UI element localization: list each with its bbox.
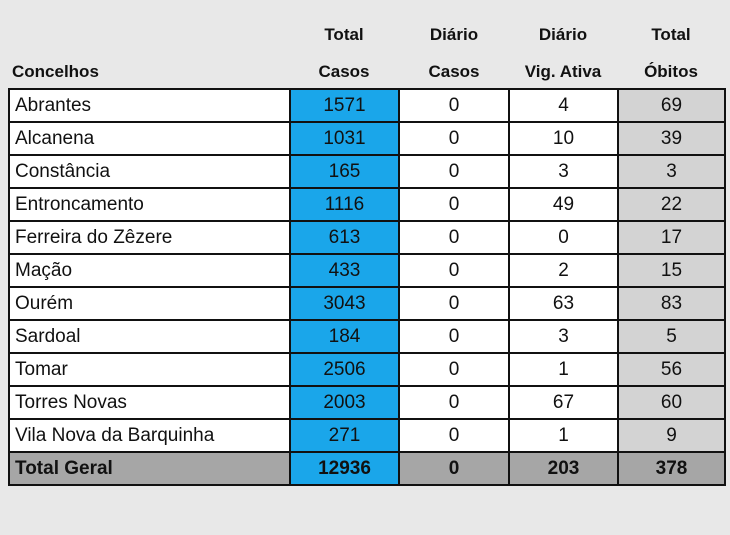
header-concelhos: Concelhos	[12, 62, 99, 81]
row-total-casos: 433	[289, 253, 400, 288]
row-diario-casos: 0	[398, 220, 510, 255]
row-total-obitos: 9	[617, 418, 726, 453]
row-diario-casos: 0	[398, 88, 510, 123]
row-diario-casos: 0	[398, 352, 510, 387]
data-table: Abrantes 1571 0 4 69 Alcanena 1031 0 10 …	[8, 88, 726, 486]
row-concelho: Mação	[8, 253, 291, 288]
row-diario-vig: 10	[508, 121, 619, 156]
row-total-obitos: 5	[617, 319, 726, 354]
row-diario-vig: 4	[508, 88, 619, 123]
total-diario-casos: 0	[398, 451, 510, 486]
table-row: Torres Novas 2003 0 67 60	[8, 385, 726, 420]
row-diario-vig: 3	[508, 319, 619, 354]
row-diario-vig: 1	[508, 418, 619, 453]
row-diario-casos: 0	[398, 286, 510, 321]
total-label: Total Geral	[8, 451, 291, 486]
row-diario-vig: 1	[508, 352, 619, 387]
row-total-obitos: 3	[617, 154, 726, 189]
row-total-casos: 1116	[289, 187, 400, 222]
row-total-obitos: 60	[617, 385, 726, 420]
row-concelho: Entroncamento	[8, 187, 291, 222]
row-concelho: Torres Novas	[8, 385, 291, 420]
row-concelho: Alcanena	[8, 121, 291, 156]
row-diario-vig: 2	[508, 253, 619, 288]
header-total-casos-line2: Casos	[318, 62, 370, 81]
row-concelho: Ferreira do Zêzere	[8, 220, 291, 255]
row-diario-casos: 0	[398, 319, 510, 354]
table-row: Mação 433 0 2 15	[8, 253, 726, 288]
row-concelho: Constância	[8, 154, 291, 189]
row-diario-vig: 49	[508, 187, 619, 222]
table-row: Abrantes 1571 0 4 69	[8, 88, 726, 123]
row-total-casos: 2506	[289, 352, 400, 387]
table-row: Alcanena 1031 0 10 39	[8, 121, 726, 156]
row-total-casos: 613	[289, 220, 400, 255]
row-total-casos: 271	[289, 418, 400, 453]
row-total-obitos: 15	[617, 253, 726, 288]
total-casos: 12936	[289, 451, 400, 486]
row-diario-vig: 63	[508, 286, 619, 321]
row-concelho: Ourém	[8, 286, 291, 321]
row-diario-vig: 3	[508, 154, 619, 189]
table-row: Tomar 2506 0 1 56	[8, 352, 726, 387]
row-total-casos: 3043	[289, 286, 400, 321]
row-diario-casos: 0	[398, 253, 510, 288]
row-total-casos: 165	[289, 154, 400, 189]
row-total-obitos: 56	[617, 352, 726, 387]
row-diario-casos: 0	[398, 385, 510, 420]
header-diario-vig-line1: Diário	[538, 25, 588, 44]
total-diario-vig: 203	[508, 451, 619, 486]
row-diario-vig: 0	[508, 220, 619, 255]
header-diario-vig-line2: Vig. Ativa	[524, 62, 602, 81]
row-total-obitos: 69	[617, 88, 726, 123]
row-diario-casos: 0	[398, 187, 510, 222]
row-concelho: Sardoal	[8, 319, 291, 354]
row-total-casos: 1571	[289, 88, 400, 123]
row-total-casos: 2003	[289, 385, 400, 420]
header-total-obitos-line1: Total	[651, 25, 691, 44]
row-diario-casos: 0	[398, 121, 510, 156]
row-concelho: Vila Nova da Barquinha	[8, 418, 291, 453]
header-diario-casos-line1: Diário	[429, 25, 479, 44]
row-total-obitos: 39	[617, 121, 726, 156]
table-row: Vila Nova da Barquinha 271 0 1 9	[8, 418, 726, 453]
row-diario-casos: 0	[398, 418, 510, 453]
row-total-casos: 184	[289, 319, 400, 354]
header-total-obitos-line2: Óbitos	[644, 62, 698, 81]
header-total-casos-line1: Total	[324, 25, 364, 44]
table-row: Ferreira do Zêzere 613 0 0 17	[8, 220, 726, 255]
row-total-obitos: 22	[617, 187, 726, 222]
row-concelho: Abrantes	[8, 88, 291, 123]
row-total-obitos: 83	[617, 286, 726, 321]
table-row: Sardoal 184 0 3 5	[8, 319, 726, 354]
total-row: Total Geral 12936 0 203 378	[8, 451, 726, 486]
table-header: Concelhos Total Casos Diário Casos Diári…	[0, 0, 730, 88]
table-row: Ourém 3043 0 63 83	[8, 286, 726, 321]
row-concelho: Tomar	[8, 352, 291, 387]
table-row: Constância 165 0 3 3	[8, 154, 726, 189]
header-diario-casos-line2: Casos	[428, 62, 480, 81]
row-total-obitos: 17	[617, 220, 726, 255]
row-total-casos: 1031	[289, 121, 400, 156]
row-diario-vig: 67	[508, 385, 619, 420]
table-row: Entroncamento 1116 0 49 22	[8, 187, 726, 222]
total-obitos: 378	[617, 451, 726, 486]
row-diario-casos: 0	[398, 154, 510, 189]
